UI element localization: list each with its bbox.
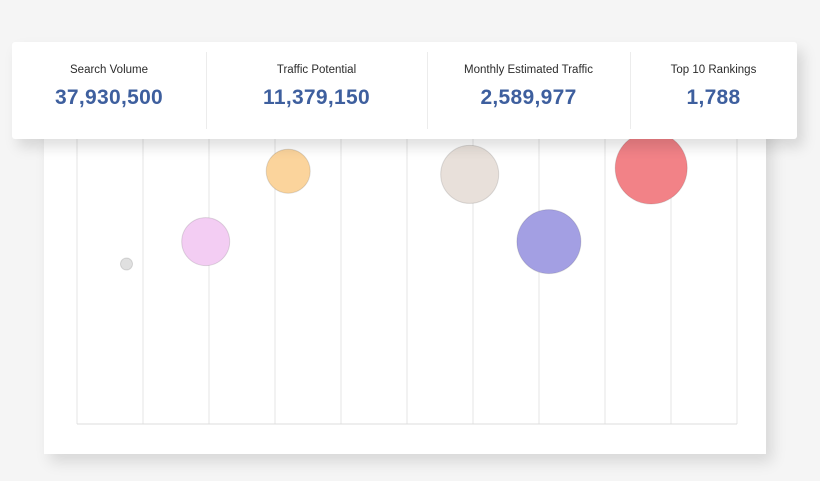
stat-label: Traffic Potential <box>276 64 357 76</box>
stat-value: 2,589,977 <box>480 86 577 109</box>
stat-traffic-potential: Traffic Potential 11,379,150 <box>206 42 427 139</box>
stat-top-10-rankings: Top 10 Rankings 1,788 <box>630 42 797 139</box>
bubble-point[interactable] <box>440 144 500 204</box>
bubble-point[interactable] <box>181 217 231 267</box>
bubble-chart <box>76 104 738 425</box>
stat-value: 37,930,500 <box>54 86 164 109</box>
stat-label: Search Volume <box>70 64 148 76</box>
stat-monthly-estimated-traffic: Monthly Estimated Traffic 2,589,977 <box>427 42 630 139</box>
bubble-point[interactable] <box>516 209 582 275</box>
stat-value: 11,379,150 <box>263 86 370 109</box>
bubble-point[interactable] <box>265 148 311 194</box>
bubble-point[interactable] <box>614 131 688 205</box>
stats-bar: Search Volume 37,930,500 Traffic Potenti… <box>12 42 797 139</box>
stat-label: Top 10 Rankings <box>670 64 757 76</box>
bubble-point[interactable] <box>120 257 133 271</box>
stat-value: 1,788 <box>686 86 741 109</box>
bubble-chart-card <box>44 104 766 454</box>
stat-label: Monthly Estimated Traffic <box>464 64 593 76</box>
stat-search-volume: Search Volume 37,930,500 <box>12 42 206 139</box>
